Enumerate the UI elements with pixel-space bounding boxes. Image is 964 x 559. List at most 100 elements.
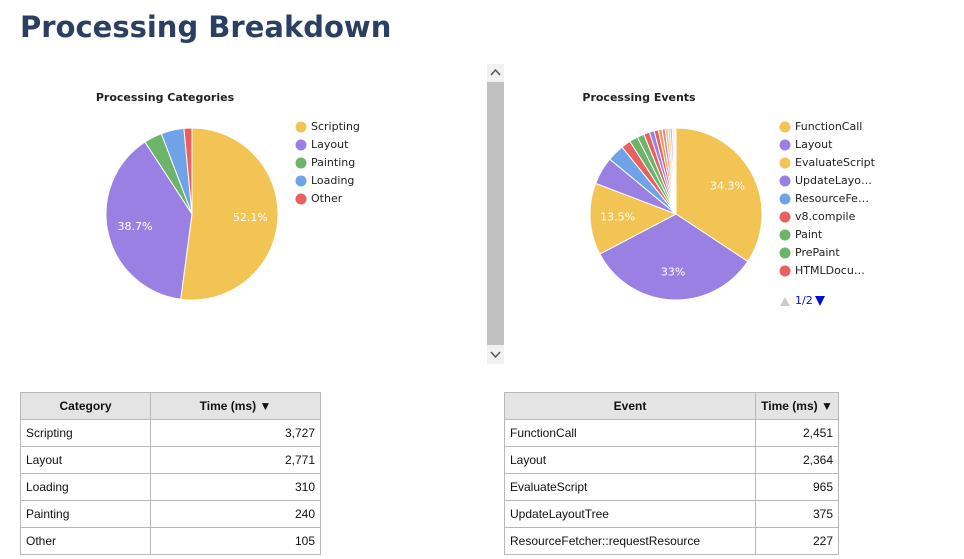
table-row: Layout 2,364 xyxy=(504,446,839,474)
legend-item: Layout xyxy=(779,138,833,151)
value-cell: 310 xyxy=(150,473,321,501)
slice-label: 33% xyxy=(661,265,685,278)
data-table: Event Time (ms) ▼ FunctionCall 2,451 Layout 2… xyxy=(504,392,839,555)
legend-swatch xyxy=(295,193,307,205)
pie-slice xyxy=(589,182,678,255)
scroll-up[interactable] xyxy=(490,68,501,76)
value-cell: 3,727 xyxy=(150,419,321,447)
legend-label: Painting xyxy=(311,156,355,169)
chart-title: Processing Categories xyxy=(96,91,235,104)
legend-swatch xyxy=(779,211,791,223)
column-header[interactable]: Time (ms) ▼ xyxy=(150,392,321,420)
legend-label: Other xyxy=(311,192,343,205)
value-cell: 965 xyxy=(755,473,839,501)
slice-label: 13.5% xyxy=(600,210,635,223)
pie-slice xyxy=(183,127,193,215)
name-cell: EvaluateScript xyxy=(504,473,756,501)
legend-item: PrePaint xyxy=(779,246,840,259)
legend-label: PrePaint xyxy=(795,246,840,259)
name-cell: Painting xyxy=(20,500,151,528)
legend-swatch xyxy=(295,157,307,169)
value-cell: 105 xyxy=(150,527,321,555)
column-header[interactable]: Time (ms) ▼ xyxy=(755,392,839,420)
value-cell: 375 xyxy=(755,500,839,528)
legend-item: Painting xyxy=(295,156,355,169)
legend-swatch xyxy=(779,193,791,205)
legend-item: HTMLDocu… xyxy=(779,264,865,277)
legend-swatch xyxy=(779,265,791,277)
legend-swatch xyxy=(779,229,791,241)
name-cell: Loading xyxy=(20,473,151,501)
value-cell: 2,364 xyxy=(755,446,839,474)
legend-label: Layout xyxy=(311,138,349,151)
scroll-thumb[interactable] xyxy=(487,82,504,345)
legend-label: EvaluateScript xyxy=(795,156,876,169)
pager-text: 1/2 xyxy=(795,294,813,307)
scroll-down[interactable] xyxy=(490,351,501,359)
legend-item: Scripting xyxy=(295,120,360,133)
name-cell: UpdateLayoutTree xyxy=(504,500,756,528)
legend-item: Loading xyxy=(295,174,354,187)
value-cell: 2,771 xyxy=(150,446,321,474)
name-cell: Other xyxy=(20,527,151,555)
slice-label: 38.7% xyxy=(117,220,152,233)
value-cell: 2,451 xyxy=(755,419,839,447)
name-cell: Layout xyxy=(504,446,756,474)
slice-label: 34.3% xyxy=(710,179,745,192)
legend-swatch xyxy=(295,121,307,133)
legend-item: UpdateLayo… xyxy=(779,174,872,187)
page-title: Processing Breakdown xyxy=(20,10,392,44)
pie-slice xyxy=(599,213,749,301)
column-header[interactable]: Category xyxy=(20,392,151,420)
table-row: FunctionCall 2,451 xyxy=(504,419,839,447)
legend-label: Paint xyxy=(795,228,823,241)
table-row: Painting 240 xyxy=(20,500,321,528)
charts: Processing Categories 52.1% 38.7% Scripting… xyxy=(96,64,876,364)
legend-label: Layout xyxy=(795,138,833,151)
legend-label: ResourceFe… xyxy=(795,192,869,205)
legend-swatch xyxy=(295,139,307,151)
value-cell: 227 xyxy=(755,527,839,555)
column-header[interactable]: Event xyxy=(504,392,756,420)
legend-swatch xyxy=(779,121,791,133)
pie-slice xyxy=(674,127,677,215)
legend-swatch xyxy=(779,157,791,169)
table-row: UpdateLayoutTree 375 xyxy=(504,500,839,528)
legend-swatch xyxy=(779,175,791,187)
legend-swatch xyxy=(779,247,791,259)
chart-title: Processing Events xyxy=(582,91,696,104)
legend-label: Scripting xyxy=(311,120,360,133)
pie-slice xyxy=(180,127,279,301)
table-row: Loading 310 xyxy=(20,473,321,501)
legend-item: Other xyxy=(295,192,343,205)
legend-label: FunctionCall xyxy=(795,120,862,133)
legend-label: UpdateLayo… xyxy=(795,174,872,187)
legend-item: Paint xyxy=(779,228,823,241)
legend-item: ResourceFe… xyxy=(779,192,869,205)
slice-label: 52.1% xyxy=(233,211,268,224)
table-row: Scripting 3,727 xyxy=(20,419,321,447)
value-cell: 240 xyxy=(150,500,321,528)
legend-swatch xyxy=(295,175,307,187)
table-row: EvaluateScript 965 xyxy=(504,473,839,501)
name-cell: Layout xyxy=(20,446,151,474)
table-row: Other 105 xyxy=(20,527,321,555)
data-table: Category Time (ms) ▼ Scripting 3,727 Layout 2… xyxy=(20,392,321,555)
pager-next[interactable] xyxy=(815,296,825,306)
table-row: ResourceFetcher::requestResource 227 xyxy=(504,527,839,555)
name-cell: ResourceFetcher::requestResource xyxy=(504,527,756,555)
header-row: Event Time (ms) ▼ xyxy=(504,392,839,420)
header-row: Category Time (ms) ▼ xyxy=(20,392,321,420)
legend-item: EvaluateScript xyxy=(779,156,876,169)
legend-item: v8.compile xyxy=(779,210,856,223)
table-row: Layout 2,771 xyxy=(20,446,321,474)
legend-label: v8.compile xyxy=(795,210,856,223)
name-cell: Scripting xyxy=(20,419,151,447)
legend-item: FunctionCall xyxy=(779,120,862,133)
name-cell: FunctionCall xyxy=(504,419,756,447)
legend-item: Layout xyxy=(295,138,349,151)
pager-prev xyxy=(780,297,790,306)
scrollbar[interactable] xyxy=(487,64,504,364)
legend-pager: 1/2 xyxy=(780,294,825,307)
